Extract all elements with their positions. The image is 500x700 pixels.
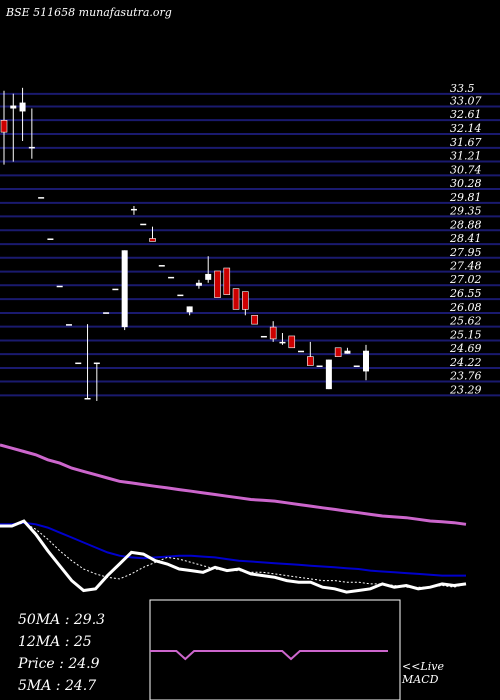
y-tick-label: 25.15: [449, 328, 482, 341]
stat-12ma-value: 25: [73, 634, 92, 650]
y-tick-label: 25.62: [449, 315, 482, 328]
y-tick-label: 26.08: [449, 301, 482, 314]
candle-body: [251, 314, 258, 325]
candle-body: [223, 267, 231, 295]
stat-5ma-value: 24.7: [64, 678, 97, 694]
price-panel: 33.533.0732.6132.1431.6731.2130.7430.282…: [0, 82, 500, 401]
y-tick-label: 31.21: [450, 149, 482, 162]
y-tick-label: 32.14: [450, 122, 482, 135]
y-tick-label: 33.5: [450, 82, 475, 95]
stat-price-label: Price: [18, 656, 55, 672]
candle-body: [168, 276, 175, 279]
candle-body: [65, 324, 72, 326]
stat-12ma: 12MA : 25: [18, 634, 92, 650]
y-tick-label: 23.29: [449, 383, 482, 396]
candle-body: [56, 285, 63, 288]
y-tick-label: 27.02: [449, 273, 482, 286]
candle-body: [195, 282, 202, 286]
stat-5ma: 5MA : 24.7: [18, 678, 96, 694]
candle-body: [205, 273, 212, 280]
y-tick-label: 29.81: [449, 191, 482, 204]
stat-5ma-label: 5MA: [18, 678, 52, 694]
candle-body: [242, 291, 249, 310]
y-tick-label: 27.48: [449, 260, 482, 273]
candle-body: [260, 335, 267, 338]
symbol-text: BSE 511658: [6, 6, 76, 19]
candle-body: [140, 223, 147, 226]
site-text: munafasutra.org: [78, 6, 172, 19]
y-tick-label: 23.76: [449, 370, 482, 383]
y-tick-label: 27.95: [449, 246, 482, 259]
stat-12ma-label: 12MA: [18, 634, 61, 650]
candle-body: [149, 238, 156, 242]
stat-5ma-sep: :: [51, 678, 65, 694]
y-tick-label: 31.67: [450, 136, 482, 149]
y-tick-label: 24.22: [449, 356, 482, 369]
y-tick-label: 29.35: [449, 204, 482, 217]
candle-body: [269, 326, 277, 340]
ma-line-medium: [0, 521, 466, 577]
candle-body: [121, 250, 128, 328]
y-tick-label: 28.41: [449, 232, 482, 245]
y-tick-label: 33.07: [450, 95, 482, 108]
stat-price-sep: :: [54, 656, 69, 672]
candle-body: [325, 359, 332, 390]
candle-body: [288, 335, 296, 349]
y-tick-label: 26.55: [449, 287, 482, 300]
candle-body: [0, 120, 8, 133]
candle-body: [363, 350, 369, 372]
candle-body: [84, 398, 91, 400]
stat-price-value: 24.9: [68, 656, 100, 672]
candle-body: [177, 294, 184, 297]
candle-body: [344, 350, 351, 354]
candle-body: [10, 105, 17, 109]
candle-body: [47, 238, 54, 240]
stat-50ma: 50MA : 29.3: [18, 612, 105, 628]
candle-body: [103, 312, 110, 314]
candle-body: [334, 347, 342, 357]
stat-12ma-sep: :: [60, 634, 74, 650]
candle-body: [279, 341, 286, 344]
candle-body: [214, 270, 221, 298]
chart-header: BSE 511658 munafasutra.org: [6, 6, 172, 19]
y-tick-label: 28.88: [449, 218, 482, 231]
macd-line: [150, 650, 388, 661]
y-tick-label: 30.74: [450, 163, 482, 176]
y-tick-label: 24.69: [449, 342, 482, 355]
candle-body: [130, 208, 137, 211]
macd-label: MACD: [402, 673, 439, 686]
candle-body: [93, 362, 100, 365]
live-link[interactable]: <<Live: [402, 660, 444, 673]
candle-body: [232, 288, 240, 310]
candle-body: [186, 306, 193, 313]
candle-body: [112, 288, 119, 291]
ma-line-long: [0, 443, 467, 526]
y-tick-label: 32.61: [450, 108, 482, 121]
candle-body: [298, 350, 305, 353]
y-tick-label: 30.28: [450, 177, 482, 190]
candle-body: [75, 362, 82, 365]
candle-body: [19, 102, 26, 112]
candle-body: [158, 265, 165, 267]
candle-body: [316, 365, 323, 368]
candle-body: [353, 365, 360, 368]
candle-body: [28, 146, 35, 149]
candle-body: [38, 197, 45, 199]
candle-body: [307, 356, 314, 366]
stat-50ma-value: 29.3: [73, 612, 106, 628]
stat-50ma-sep: :: [60, 612, 74, 628]
stat-50ma-label: 50MA: [18, 612, 61, 628]
ma-line-price: [0, 519, 467, 594]
stat-price: Price : 24.9: [18, 656, 100, 672]
